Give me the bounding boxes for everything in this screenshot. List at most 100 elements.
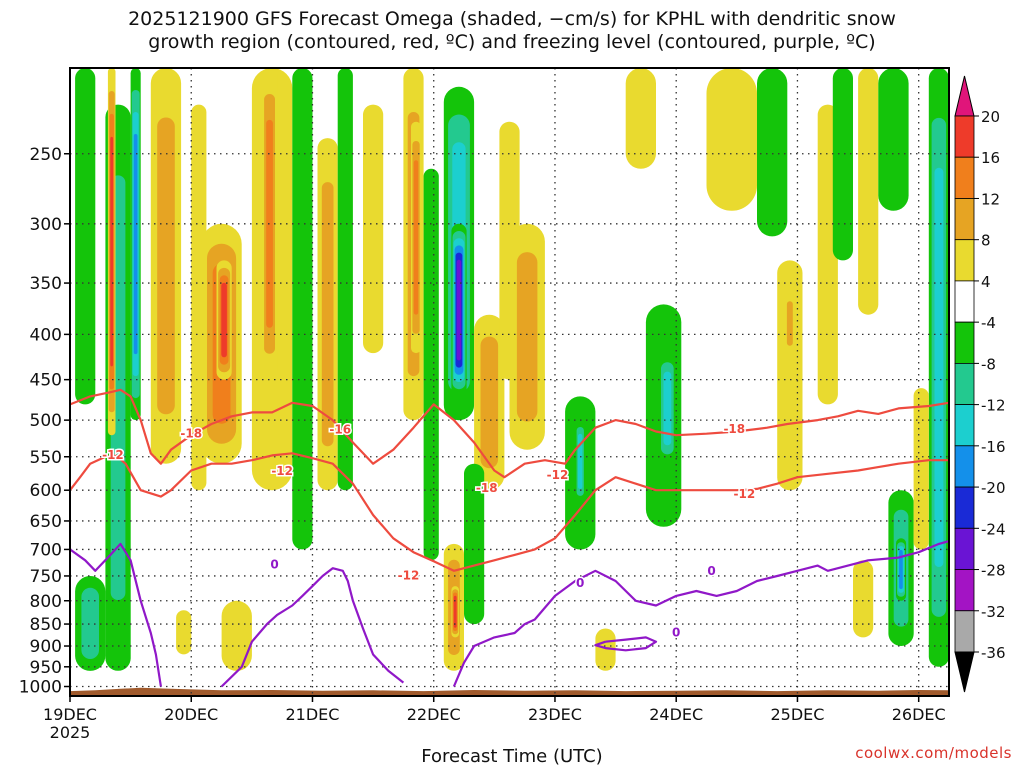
y-tick-label: 450	[30, 371, 62, 391]
colorbar-tick-label: -20	[981, 479, 1006, 497]
colorbar-tick-label: -16	[981, 438, 1006, 456]
x-tick-label: 25DEC	[770, 705, 824, 724]
y-axis: 2503003504004505005506006507007508008509…	[19, 145, 70, 698]
x-tick-label: 19DEC	[43, 705, 97, 724]
omega-cell	[858, 68, 879, 315]
omega-cell	[480, 336, 499, 469]
chart-title-line2: growth region (contoured, red, ºC) and f…	[148, 31, 876, 53]
omega-cell	[133, 134, 138, 355]
omega-cell	[934, 167, 944, 568]
colorbar-tick-label: -32	[981, 603, 1006, 621]
colorbar-bin	[954, 239, 975, 282]
colorbar-bin	[954, 404, 975, 447]
contour-label: 0	[707, 564, 715, 578]
omega-cell	[453, 595, 457, 628]
y-tick-label: 500	[30, 411, 62, 431]
colorbar-tick-label: 4	[981, 273, 991, 291]
x-tick-label: 26DEC	[892, 705, 946, 724]
contour-0	[452, 540, 949, 687]
grid-lines	[70, 68, 949, 696]
contour-lines	[70, 388, 949, 688]
contour-label: -12	[547, 468, 569, 482]
omega-cell	[157, 117, 175, 415]
omega-cell	[464, 463, 485, 625]
colorbar-bin	[954, 156, 975, 199]
omega-cell	[853, 560, 874, 638]
omega-cell	[516, 252, 538, 422]
colorbar-tick-label: 8	[981, 232, 991, 250]
colorbar-bin	[954, 280, 975, 323]
colorbar-tick-label: -36	[981, 644, 1006, 662]
contour-label: 0	[270, 558, 278, 572]
omega-cell	[777, 260, 803, 491]
contour-label: -18	[723, 422, 745, 436]
x-tick-label: 22DEC	[407, 705, 461, 724]
omega-cell	[786, 301, 793, 346]
omega-cell	[321, 182, 334, 447]
y-tick-label: 700	[30, 540, 62, 560]
credit-link[interactable]: coolwx.com/models	[855, 744, 1012, 762]
colorbar-tick-label: -8	[981, 355, 996, 373]
y-tick-label: 550	[30, 448, 62, 468]
contour-0	[594, 636, 658, 652]
omega-cell	[757, 68, 788, 237]
contour-label: -12	[734, 487, 756, 501]
omega-cell	[221, 282, 227, 358]
omega-cell	[663, 371, 672, 446]
y-tick-label: 900	[30, 637, 62, 657]
terrain-area	[70, 687, 949, 696]
y-tick-label: 850	[30, 615, 62, 635]
y-tick-label: 650	[30, 512, 62, 532]
contour-label: -16	[329, 423, 351, 437]
contour-label: 0	[672, 626, 680, 640]
x-axis: 19DEC 20DEC 21DEC 22DEC 23DEC 24DEC 25DEC 26DEC…	[43, 696, 946, 742]
contour-0	[220, 567, 405, 688]
omega-cell	[899, 550, 903, 589]
omega-cell	[75, 68, 96, 405]
colorbar-tick-label: -24	[981, 520, 1006, 538]
contour-label: -18	[476, 481, 498, 495]
contour-label: -12	[102, 448, 124, 462]
contour-labels: -12 -18 -12 -16 -18 -12 -12 -18 -12 0 0 0 0	[101, 420, 757, 641]
colorbar-tick-label: -28	[981, 562, 1006, 580]
y-tick-label: 300	[30, 215, 62, 235]
x-axis-label: Forecast Time (UTC)	[421, 746, 603, 767]
omega-cell	[413, 160, 419, 315]
colorbar-bin	[954, 486, 975, 529]
omega-cell	[363, 104, 384, 354]
y-tick-label: 800	[30, 592, 62, 612]
colorbar-tick-label: -4	[981, 314, 996, 332]
omega-cell	[878, 68, 909, 211]
colorbar-bin	[954, 115, 975, 158]
contour-label: -18	[180, 426, 202, 440]
colorbar-bin	[954, 198, 975, 241]
contour--18	[70, 388, 949, 479]
colorbar-top-arrow	[954, 75, 975, 117]
omega-cell	[110, 136, 114, 367]
omega-cell	[221, 600, 252, 671]
y-tick-label: 750	[30, 567, 62, 587]
omega-cell	[292, 68, 313, 550]
colorbar: 20 16 12 8 4 -4 -8 -12 -16 -20 -24 -28 -32 -36	[954, 75, 1006, 693]
omega-cell	[832, 68, 853, 261]
omega-cell	[81, 587, 99, 659]
y-tick-label: 250	[30, 145, 62, 165]
colorbar-tick-label: 12	[981, 190, 1000, 208]
colorbar-bottom-arrow	[954, 651, 975, 693]
x-tick-label: 20DEC	[164, 705, 218, 724]
omega-cell	[625, 68, 656, 169]
omega-cell	[337, 68, 353, 491]
omega-cell	[176, 610, 192, 655]
colorbar-bin	[954, 569, 975, 612]
omega-cell	[595, 628, 616, 671]
colorbar-tick-label: 20	[981, 108, 1000, 126]
contour-0	[70, 542, 162, 687]
contour-label: -12	[271, 464, 293, 478]
y-tick-label: 950	[30, 658, 62, 678]
omega-cell	[423, 168, 439, 561]
x-tick-label: 23DEC	[528, 705, 582, 724]
x-tick-label: 24DEC	[649, 705, 703, 724]
contour-label: 0	[576, 576, 584, 590]
omega-cell	[456, 259, 462, 361]
